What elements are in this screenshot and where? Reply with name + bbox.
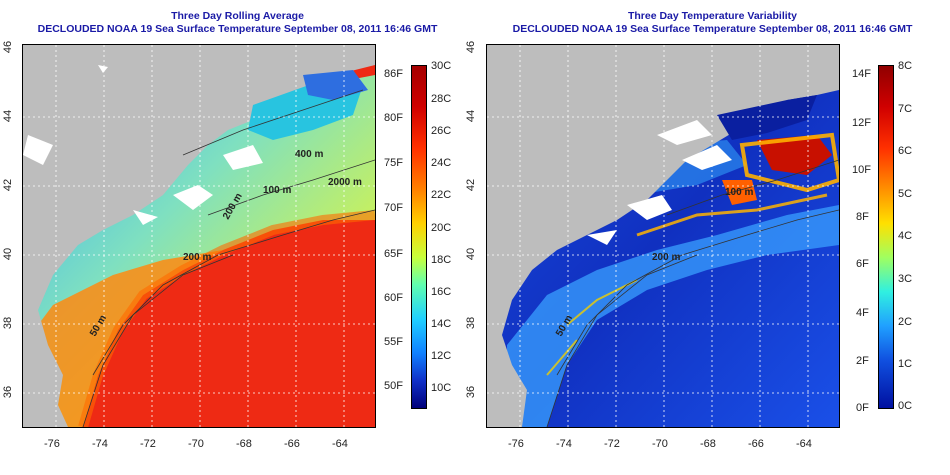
coastal-belt [23, 250, 223, 427]
lat-tick-46-left: 46 [2, 40, 15, 54]
lat-tick-42-left: 42 [2, 178, 15, 192]
lat-tick-36-left: 36 [2, 385, 15, 399]
cb-right-c-2: 6C [898, 145, 913, 157]
cb-right-f-1: 12F [852, 117, 871, 129]
lon-tick-68-right: -68 [700, 438, 716, 450]
cb-left-f-7: 50F [384, 380, 403, 392]
lon-tick-70-left: -70 [188, 438, 204, 450]
cb-left-c-5: 20C [431, 222, 452, 234]
cb-right-c-0: 8C [898, 60, 913, 72]
right-subtitle: DECLOUDED NOAA 19 Sea Surface Temperatur… [512, 23, 913, 35]
right-colorbar [878, 65, 894, 409]
contour-label-400m: 400 m [295, 149, 323, 160]
cb-right-f-4: 6F [856, 258, 869, 270]
cb-left-f-1: 80F [384, 112, 403, 124]
lat-tick-40-left: 40 [2, 247, 15, 261]
cloud-patches [133, 145, 263, 225]
cb-left-c-9: 12C [431, 350, 452, 362]
cb-left-c-0: 30C [431, 60, 452, 72]
cb-left-f-3: 70F [384, 202, 403, 214]
left-subtitle: DECLOUDED NOAA 19 Sea Surface Temperatur… [37, 23, 438, 35]
cb-left-c-2: 26C [431, 125, 452, 137]
lon-tick-74-right: -74 [556, 438, 572, 450]
cb-right-c-6: 2C [898, 316, 913, 328]
lake-2 [23, 135, 53, 165]
cb-right-c-1: 7C [898, 103, 913, 115]
cold-spot [303, 70, 368, 100]
cb-left-c-4: 22C [431, 189, 452, 201]
cb-right-c-7: 1C [898, 358, 913, 370]
right-contour-label-100m: 100 m [725, 187, 753, 198]
contour-line-4 [82, 254, 234, 427]
left-colorbar [411, 65, 427, 409]
lat-tick-38-right: 38 [465, 316, 478, 330]
right-title-line1: Three Day Temperature Variability [627, 10, 798, 22]
cb-right-c-5: 3C [898, 273, 913, 285]
cb-right-f-7: 0F [856, 402, 869, 414]
lat-tick-38-left: 38 [2, 316, 15, 330]
land-mass-right [487, 45, 839, 427]
lon-tick-70-right: -70 [652, 438, 668, 450]
cb-left-c-3: 24C [431, 157, 452, 169]
cb-right-c-3: 5C [898, 188, 913, 200]
graticule-right [487, 45, 839, 427]
lake-1 [98, 65, 108, 73]
right-title: Three Day Temperature Variability DECLOU… [475, 10, 950, 36]
cb-left-c-1: 28C [431, 93, 452, 105]
shelf-variability [507, 205, 839, 427]
cb-left-f-2: 75F [384, 157, 403, 169]
gulf-stream-edge [78, 210, 375, 427]
lon-tick-76-right: -76 [508, 438, 524, 450]
hotspot-northeast [757, 135, 832, 175]
right-map: 100 m 200 m 50 m [486, 44, 840, 428]
cb-left-c-7: 16C [431, 286, 452, 298]
cb-right-f-6: 2F [856, 355, 869, 367]
lon-tick-64-left: -64 [332, 438, 348, 450]
cb-left-c-8: 14C [431, 318, 452, 330]
yellow-streaks [546, 279, 638, 376]
cb-right-f-3: 8F [856, 211, 869, 223]
lon-tick-74-left: -74 [92, 438, 108, 450]
dark-blue-gulf [717, 95, 817, 140]
right-map-svg: 100 m 200 m 50 m [487, 45, 839, 427]
lon-tick-76-left: -76 [44, 438, 60, 450]
graticule [23, 45, 375, 427]
cb-right-f-2: 10F [852, 164, 871, 176]
front-line [636, 193, 828, 237]
cb-right-f-5: 4F [856, 307, 869, 319]
cb-right-c-4: 4C [898, 230, 913, 242]
lat-tick-40-right: 40 [465, 247, 478, 261]
lon-tick-66-left: -66 [284, 438, 300, 450]
contour-line-1 [182, 89, 364, 156]
cb-left-c-10: 10C [431, 382, 452, 394]
cb-right-c-8: 0C [898, 400, 913, 412]
cb-left-f-0: 86F [384, 68, 403, 80]
contour-label-100m: 100 m [263, 185, 291, 196]
lon-tick-64-right: -64 [796, 438, 812, 450]
hotspot-north-halo [739, 132, 839, 193]
right-contour-label-200m: 200 m [652, 252, 680, 263]
left-map-svg: 400 m 2000 m 100 m 200 m 50 m 200 m [23, 45, 375, 427]
lat-tick-46-right: 46 [465, 40, 478, 54]
cb-left-c-6: 18C [431, 254, 452, 266]
lat-tick-42-right: 42 [465, 178, 478, 192]
lat-tick-44-left: 44 [2, 109, 15, 123]
left-title: Three Day Rolling Average DECLOUDED NOAA… [0, 10, 475, 36]
lon-tick-72-left: -72 [140, 438, 156, 450]
land-mass [23, 45, 375, 427]
lon-tick-68-left: -68 [236, 438, 252, 450]
right-contour-3 [546, 254, 698, 427]
contour-label-2000m: 2000 m [328, 177, 362, 188]
cb-left-f-5: 60F [384, 292, 403, 304]
lon-tick-66-right: -66 [748, 438, 764, 450]
lon-tick-72-right: -72 [604, 438, 620, 450]
contour-label-200m-b: 200 m [183, 252, 211, 263]
cb-left-f-6: 55F [384, 336, 403, 348]
cb-right-f-0: 14F [852, 68, 871, 80]
lat-tick-44-right: 44 [465, 109, 478, 123]
lat-tick-36-right: 36 [465, 385, 478, 399]
left-map: 400 m 2000 m 100 m 200 m 50 m 200 m [22, 44, 376, 428]
cb-left-f-4: 65F [384, 248, 403, 260]
left-title-line1: Three Day Rolling Average [171, 10, 304, 22]
